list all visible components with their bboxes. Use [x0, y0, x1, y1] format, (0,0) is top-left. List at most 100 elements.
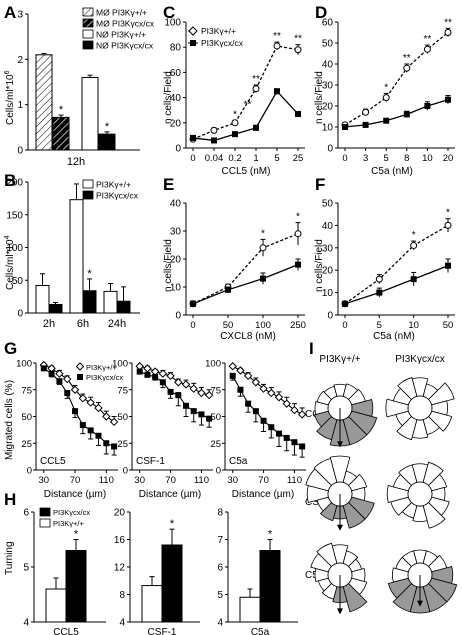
a-legend-label: MØ PI3Kγcx/cx — [96, 19, 155, 29]
g3-y-tick-label: 0 — [216, 466, 221, 477]
d-x-tick-label: 3 — [363, 153, 368, 164]
b-bar — [116, 300, 131, 314]
f-y-tick-label: 50 — [322, 199, 334, 210]
c-point — [274, 88, 280, 95]
b-x-tick-label: 2h — [43, 318, 55, 330]
b-x-tick-label: 24h — [108, 318, 126, 330]
c-sig-label: * — [233, 109, 237, 120]
g2-point — [167, 388, 174, 395]
i-col-wt: PI3Kγ+/+ — [319, 354, 360, 365]
g1-point — [48, 370, 55, 377]
g3-point — [252, 408, 259, 415]
e-x-tick-label: 250 — [290, 320, 306, 331]
c-x-tick-label: 1 — [253, 153, 258, 164]
d-point — [403, 111, 410, 118]
g2-point — [206, 415, 213, 422]
a-sig-label: * — [105, 121, 110, 133]
h-ylabel: Turning — [4, 541, 15, 575]
c-point — [190, 134, 196, 141]
f-point — [375, 275, 383, 283]
e-ylabel: n cells/Field — [163, 239, 174, 292]
h2-bar — [141, 585, 163, 623]
panel-letter-a: A — [4, 3, 16, 22]
f-y-tick-label: 30 — [322, 243, 334, 254]
f-point — [376, 289, 383, 296]
g2-xlabel: Distance (µm) — [139, 489, 201, 500]
i-rose-arrowhead — [337, 441, 343, 448]
c-point — [294, 46, 302, 54]
g1-point — [40, 365, 47, 372]
d-x-tick-label: 20 — [443, 153, 454, 164]
g3-point — [228, 362, 237, 371]
g1-point — [87, 427, 94, 434]
f-point — [444, 221, 452, 229]
h3-bar — [239, 596, 261, 623]
g2-label: CSF-1 — [136, 456, 165, 467]
g1-label: CCL5 — [40, 456, 66, 467]
h3-y-tick-label: 4 — [217, 618, 223, 629]
a-legend-swatch — [82, 18, 94, 28]
panel-letter-d: D — [315, 3, 327, 22]
c-legend-marker — [190, 40, 196, 46]
f-x-tick-label: 5 — [377, 320, 382, 331]
g1-point — [72, 408, 79, 415]
d-sig-label: ** — [403, 53, 411, 64]
a-bar — [98, 133, 116, 151]
panel-letter-f: F — [315, 175, 325, 194]
d-point — [382, 94, 390, 102]
g3-point — [290, 405, 299, 415]
b-y-tick-label: 150 — [6, 210, 23, 221]
c-sig-label: ** — [273, 31, 281, 42]
e-point — [295, 261, 301, 268]
c-y-tick-label: 60 — [170, 68, 182, 79]
f-x-tick-label: 10 — [408, 320, 419, 331]
i-rose-center — [407, 395, 433, 421]
c-x-tick-label: 25 — [293, 153, 304, 164]
h2-y-tick-label: 16 — [114, 535, 126, 546]
d-x-tick-label: 10 — [422, 153, 433, 164]
h3-y-tick-label: 7 — [217, 535, 223, 546]
g1-point — [109, 417, 119, 427]
a-legend-label: NØ PI3Kγ+/+ — [96, 30, 146, 40]
g3-point — [251, 378, 261, 387]
d-y-tick-label: 30 — [322, 81, 334, 92]
d-x-tick-label: 8 — [404, 153, 409, 164]
d-point — [444, 29, 452, 36]
panel-letter-i: I — [309, 339, 314, 358]
c-point — [273, 42, 281, 50]
e-series-line — [192, 233, 299, 305]
g2-y-tick-label: 25 — [117, 439, 128, 450]
g1-xlabel: Distance (µm) — [44, 489, 106, 500]
a-y-tick-label: 3 — [17, 10, 23, 21]
a-legend-swatch — [82, 29, 94, 39]
h2-x-tick-label: CSF-1 — [148, 627, 177, 635]
d-y-tick-label: 60 — [322, 18, 334, 29]
g2-y-tick-label: 0 — [123, 466, 128, 477]
a-bar — [35, 54, 53, 151]
h3-y-tick-label: 6 — [217, 563, 223, 574]
c-point — [253, 124, 259, 131]
g2-series-line — [139, 365, 210, 396]
c-point — [232, 131, 238, 138]
g1-point — [86, 398, 95, 407]
c-legend-marker — [188, 26, 198, 36]
c-ylabel: n cells/Field — [163, 71, 174, 124]
g2-point — [181, 380, 191, 389]
g3-point — [245, 400, 252, 407]
d-y-tick-label: 20 — [322, 102, 334, 113]
g2-point — [152, 373, 159, 380]
g3-point — [267, 388, 276, 398]
c-series-line — [192, 90, 299, 142]
g3-x-tick-label: 110 — [287, 475, 302, 486]
f-x-tick-label: 0 — [342, 320, 347, 331]
panel-letter-h: H — [4, 490, 16, 509]
e-y-tick-label: 10 — [170, 283, 182, 294]
g2-x-tick-label: 110 — [194, 475, 209, 486]
h1-sig-label: * — [74, 529, 79, 541]
g3-point — [282, 399, 291, 408]
g2-point — [204, 390, 214, 400]
e-x-tick-label: 50 — [223, 320, 234, 331]
c-x-tick-label: 0.2 — [228, 153, 241, 164]
d-point — [362, 121, 369, 128]
